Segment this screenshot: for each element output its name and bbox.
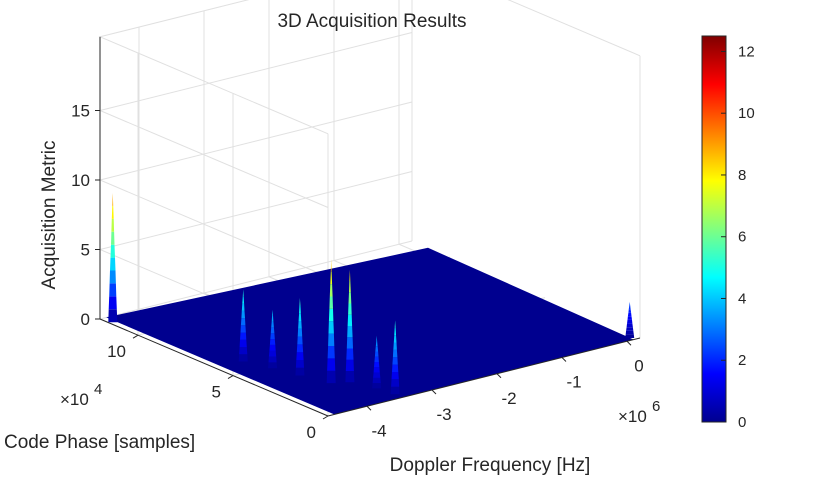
colorbar-tick-label: 12	[738, 43, 755, 60]
z-tick-label: 0	[81, 310, 90, 329]
svg-text:×10: ×10	[60, 390, 89, 409]
y-exponent-label: ×10 4	[60, 381, 102, 409]
y-exponent-power: 4	[94, 381, 102, 398]
surface-peak	[268, 309, 278, 369]
svg-text:×10: ×10	[618, 407, 647, 426]
z-tick-label: 5	[81, 241, 90, 260]
x-tick-label: -3	[436, 405, 451, 424]
x-tick-label: 0	[634, 356, 643, 375]
colorbar-tick-label: 0	[738, 414, 746, 431]
y-axis-label: Code Phase [samples]	[4, 432, 195, 453]
surface-peak	[390, 320, 400, 395]
surface-peak	[345, 269, 355, 383]
x-tick-label: -2	[501, 389, 516, 408]
x-tick-label: -4	[371, 421, 386, 440]
surface-peak	[372, 335, 382, 389]
x-axis-label: Doppler Frequency [Hz]	[390, 455, 591, 476]
z-tick-label: 15	[71, 102, 90, 121]
surface-peak	[108, 193, 118, 323]
x-tick-label: -1	[566, 373, 581, 392]
colorbar-tick-label: 10	[738, 105, 755, 122]
colorbar-gradient	[701, 35, 727, 423]
y-tick-label: 5	[212, 383, 221, 402]
z-tick-label: 10	[71, 171, 90, 190]
chart-title: 3D Acquisition Results	[277, 11, 466, 32]
z-axis-label: Acquisition Metric	[39, 141, 60, 290]
axis-ticks: -4 -3 -2 -1 0 0 5 10 0 5 10 15	[71, 36, 644, 442]
x-axis-line	[327, 337, 641, 417]
surface-peak	[238, 289, 248, 362]
colorbar-tick-label: 2	[738, 352, 746, 369]
x-exponent-label: ×10 6	[618, 398, 660, 426]
colorbar-tick-label: 8	[738, 167, 746, 184]
y-tick-label: 10	[107, 342, 126, 361]
y-tick-label: 0	[307, 423, 316, 442]
surface-peak	[326, 259, 336, 384]
surface-peak	[625, 301, 635, 338]
surface-peak	[295, 297, 305, 376]
surface-floor	[106, 247, 634, 415]
x-exponent-power: 6	[652, 398, 660, 415]
surface-floor-plane	[106, 247, 634, 415]
colorbar: 0 2 4 6 8 10 12	[701, 35, 755, 431]
colorbar-tick-label: 4	[738, 290, 746, 307]
colorbar-tick-label: 6	[738, 229, 746, 246]
surface-peaks	[108, 193, 635, 395]
